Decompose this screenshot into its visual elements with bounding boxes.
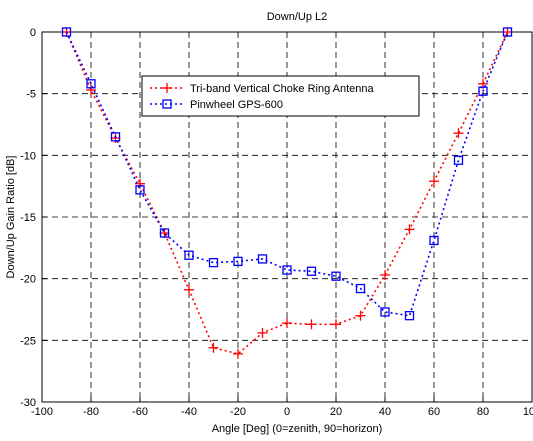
legend-marker [162,83,172,93]
series-1 [61,27,513,321]
data-point [502,27,513,37]
x-tick-label: 40 [379,406,391,418]
data-point [184,284,194,295]
data-point [282,265,292,275]
data-point [159,228,170,239]
x-tick-label: -60 [132,406,148,418]
data-point [404,224,415,235]
x-tick-label: 20 [330,406,342,418]
data-point [502,27,513,37]
series-layer [61,27,513,359]
data-point [86,79,96,89]
x-tick-label: -20 [230,406,246,418]
data-point [355,310,366,321]
x-axis-label: Angle [Deg] (0=zenith, 90=horizon) [212,423,383,435]
y-tick-label: -20 [20,274,36,286]
data-point [331,319,341,330]
data-point [429,176,439,187]
data-point [380,307,390,317]
data-point [306,266,317,276]
x-tick-label: 0 [284,406,290,418]
data-point [159,228,170,238]
series-0 [61,27,513,359]
data-point [233,256,243,267]
data-point [135,178,145,189]
data-point [453,155,464,165]
data-point [306,319,317,330]
y-axis-label: Down/Up Gain Ratio [dB] [5,156,17,279]
y-tick-label: -5 [26,89,36,101]
x-tick-label: 60 [428,406,440,418]
legend-label: Pinwheel GPS-600 [190,99,283,111]
y-tick-label: -25 [20,335,36,347]
data-point [257,254,268,264]
data-point [184,250,194,260]
x-tick-label: -80 [83,406,99,418]
data-point [355,283,366,294]
data-point [110,132,121,142]
legend-marker [162,99,172,109]
data-point [404,311,415,321]
data-point [429,235,439,246]
data-point [61,27,72,37]
data-point [86,84,96,95]
data-point [208,257,219,268]
data-point [257,327,268,338]
data-point [233,348,243,359]
x-tick-label: 80 [477,406,489,418]
y-tick-label: -10 [20,150,36,162]
y-tick-label: -30 [20,397,36,409]
data-point [478,86,488,96]
data-point [282,318,292,329]
legend: Tri-band Vertical Choke Ring Antenna Pinw… [141,75,420,117]
data-point [135,185,145,195]
y-tick-label: -15 [20,212,36,224]
x-tick-label: -100 [31,406,53,418]
x-tick-label: 100 [523,406,533,418]
y-tick-label: 0 [30,27,36,39]
data-point [453,128,464,139]
legend-box [141,75,420,117]
chart-title: Down/Up L2 [267,11,328,23]
x-tick-label: -40 [181,406,197,418]
data-point [380,269,390,280]
data-point [331,271,341,281]
data-point [208,342,219,353]
legend-label: Tri-band Vertical Choke Ring Antenna [190,83,375,95]
axis-ticks: -100 -80 -60 -40 -20 0 20 40 60 80 100 0 -5 -10 -15 -20… [20,27,533,418]
